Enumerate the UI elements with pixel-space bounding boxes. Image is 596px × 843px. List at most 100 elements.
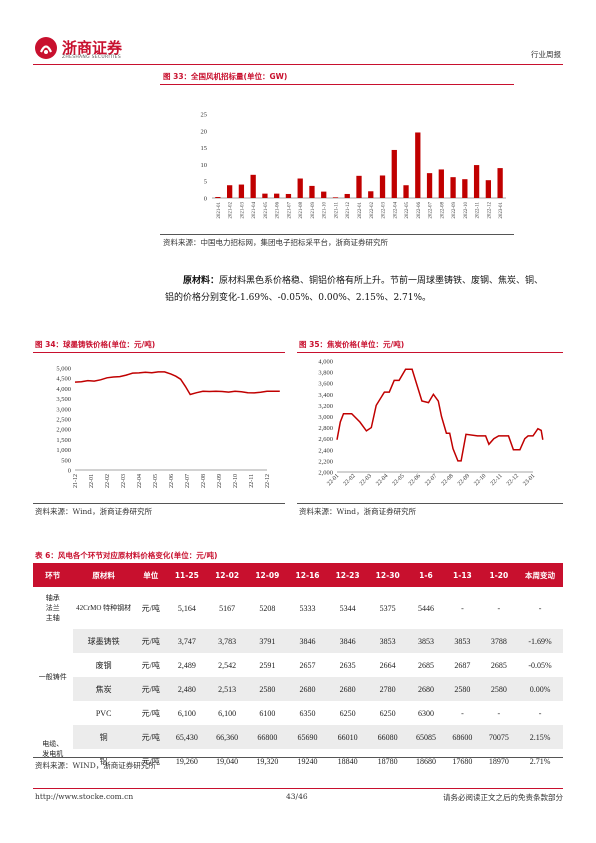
table6-source: 资料来源：WIND，浙商证券研究所 [35, 761, 156, 770]
fig35-xtick-label: 23-01 [522, 473, 536, 487]
fig33-xtick-label: 2021-08 [299, 202, 304, 219]
fig33-xtick-label: 2022-05 [405, 202, 410, 219]
table6-cell: 6,100 [177, 708, 196, 718]
fig33-bar [344, 193, 350, 198]
table6-cell: 2580 [444, 677, 481, 701]
fig33-ytick-label: 5 [204, 179, 207, 186]
table6-cell: 0.00% [517, 677, 563, 701]
table6-cell: 2680 [407, 677, 445, 701]
fig34-xtick-label: 22-01 [89, 474, 95, 488]
table6-cell: 68600 [444, 725, 481, 749]
table6-cell: 6300 [417, 708, 434, 718]
table6-cell: 3,747 [166, 629, 207, 653]
table6-cell: 2,513 [206, 677, 248, 701]
fig34-chart: 0 500 1,000 1,500 2,000 2,500 3,000 3,500 4,000 4… [56, 366, 280, 488]
table6-header-cell: 12-30 [367, 563, 408, 587]
table6-cell: - [538, 603, 542, 613]
table6-cell: 6350 [299, 708, 316, 718]
table6-cell: 球墨铸铁 [72, 629, 135, 653]
fig34-xtick-label: 22-09 [217, 474, 223, 488]
fig34-ytick-label: 2,500 [56, 417, 71, 424]
table6-row: 铝 元/吨 19,260 19,040 19,320 19240 18840 18780 186… [33, 749, 563, 773]
fig34-title: 图 34：球墨铸铁价格(单位：元/吨) [35, 340, 156, 349]
table6-cell: 6250 [339, 708, 356, 718]
table6-row: 一般铸件 球墨铸铁 元/吨 3,747 3,783 3791 3846 3846 3853 385… [33, 629, 563, 725]
table6-cell: PVC [95, 708, 112, 718]
table6-cell: 66800 [247, 725, 288, 749]
table6-cell: 3,783 [206, 629, 248, 653]
fig33-ytick-label: 10 [201, 162, 208, 169]
table6-cell: 6,100 [218, 708, 237, 718]
table6-header-cell: 本周变动 [517, 563, 563, 587]
table6-cell: 19,040 [216, 756, 239, 766]
fig34-ytick-label: 1,000 [56, 447, 71, 454]
table6-cell: 焦炭 [72, 677, 135, 701]
fig35-title: 图 35：焦炭价格(单位：元/吨) [299, 340, 405, 349]
table6-cell: 70075 [480, 725, 518, 749]
fig34-xtick-label: 22-03 [121, 474, 127, 488]
fig33-bar [262, 193, 268, 198]
table6-cell: 66,360 [206, 725, 248, 749]
table6-cell: 42CrMO 特种钢材 [76, 604, 132, 612]
table6-cell: 3853 [407, 629, 445, 653]
fig33-bar [332, 197, 339, 198]
table6-section-cell: 轴承 法兰 主轴 [33, 587, 73, 629]
fig33-xtick-label: 2022-12 [487, 202, 492, 219]
fig33-ytick-label: 20 [201, 128, 208, 135]
fig34-title-rule [33, 352, 285, 353]
table6-cell: 2580 [480, 677, 518, 701]
fig33-bar [426, 173, 433, 198]
table6-cell: 2.15% [517, 725, 563, 749]
fig33-xtick-label: 2022-07 [429, 202, 434, 219]
fig33-bar [238, 184, 245, 198]
table6-header-cell: 单位 [134, 563, 167, 587]
table6-cell: 19240 [297, 756, 318, 766]
table6-cell: 3853 [444, 629, 481, 653]
fig35-source-rule [297, 503, 563, 504]
fig33-xtick-label: 2022-04 [393, 202, 398, 219]
table6-cell: 2685 [490, 660, 507, 670]
footer-divider [33, 788, 563, 789]
table6-cell: 65,430 [166, 725, 207, 749]
fig33-bar [226, 185, 233, 198]
fig35-ytick-label: 2,000 [318, 470, 333, 477]
fig33-bar [250, 174, 256, 198]
fig35-ytick-label: 3,600 [318, 381, 333, 388]
table6-cell: - [461, 603, 464, 613]
table6-cell: 元/吨 [134, 677, 167, 701]
table6-cell: 元/吨 [141, 756, 160, 766]
fig33-bar [274, 193, 280, 198]
fig33-bar [450, 177, 456, 198]
table6-title: 表 6：风电各个环节对应原材料价格变化(单位：元/吨) [35, 551, 218, 560]
fig35-ytick-label: 2,600 [318, 436, 333, 443]
table6-cell: 65085 [407, 725, 445, 749]
fig34-ytick-label: 500 [61, 457, 71, 464]
fig35-xtick-label: 22-05 [392, 473, 406, 487]
fig33-bar [215, 196, 221, 198]
header-divider [33, 64, 563, 65]
fig35-xtick-label: 22-07 [424, 473, 438, 487]
fig34-ytick-label: 4,000 [56, 386, 71, 393]
fig35-ytick-label: 4,000 [318, 359, 333, 366]
fig33-xtick-label: 2021-06 [276, 202, 281, 219]
footer-url[interactable]: http://www.stocke.com.cn [35, 792, 134, 801]
fig33-xtick-label: 2022-06 [417, 202, 422, 219]
table6-row: 电缆、 发电机铜元/吨 65,430 66,360 66800 65690 66010 66… [33, 725, 563, 773]
table6-row: 轴承 法兰 主轴 42CrMO 特种钢材 元/吨 5,164 5167 5208 5333 5… [33, 587, 563, 629]
table6-cell: - [497, 603, 501, 613]
logo-icon [35, 37, 57, 59]
table6-cell: 5446 [417, 603, 434, 613]
fig33-bar [285, 193, 292, 198]
table6-cell: 18970 [488, 756, 509, 766]
paragraph-text: 原材料黑色系价格稳、铜铝价格有所上升。节前一周球墨铸铁、废钢、焦炭、铜、铝的价格… [165, 276, 544, 303]
table6-cell: 废钢 [95, 660, 112, 670]
paragraph-lead: 原材料： [183, 276, 220, 286]
fig33-bar [462, 179, 468, 198]
fig34-ytick-label: 5,000 [56, 366, 71, 373]
fig35-xtick-label: 22-02 [343, 473, 357, 487]
fig34-xtick-label: 22-08 [201, 474, 207, 488]
table6-cell: 5375 [379, 603, 396, 613]
fig35-chart: 2,000 2,200 2,400 2,600 2,800 3,000 3,200 3,400… [318, 359, 544, 487]
fig34-ytick-label: 3,500 [56, 396, 71, 403]
table6-cell: 元/吨 [134, 725, 167, 749]
